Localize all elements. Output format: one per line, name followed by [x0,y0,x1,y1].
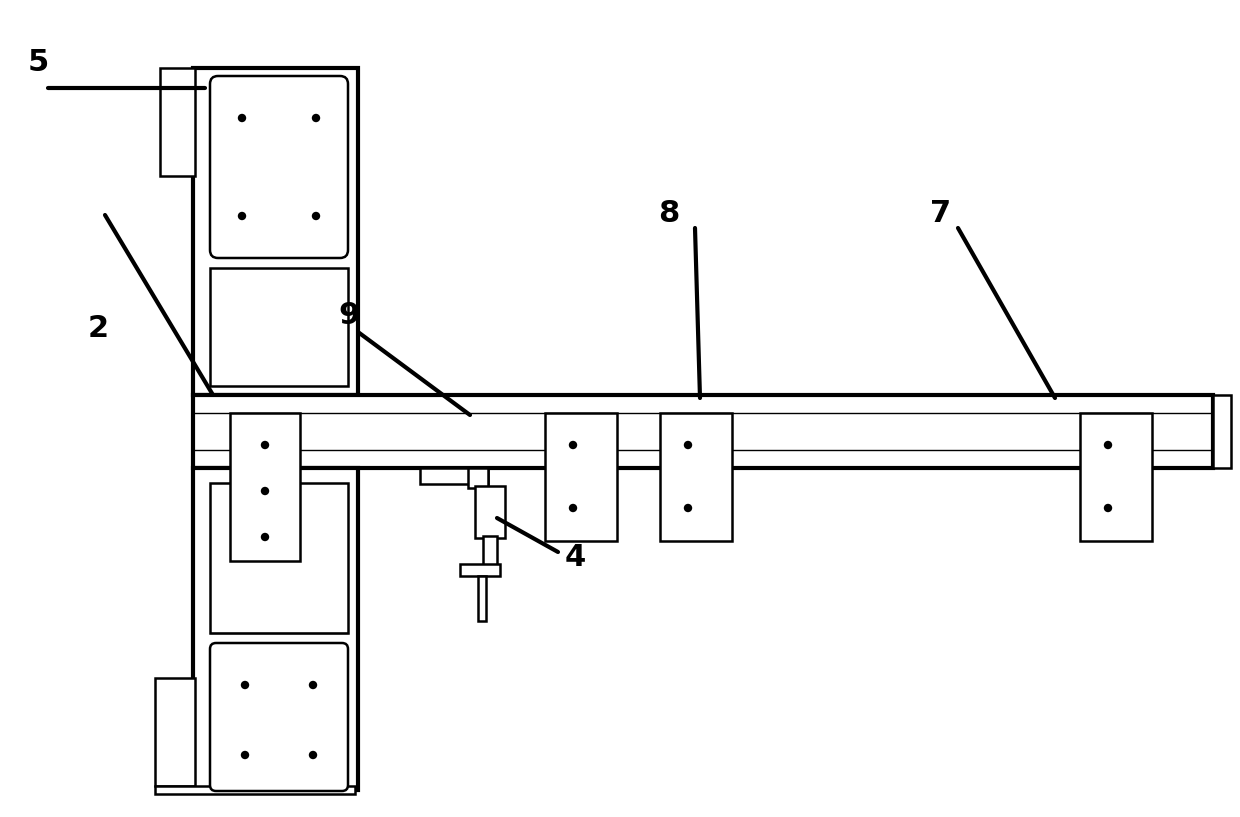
Text: 9: 9 [339,301,360,329]
Bar [1213,395,1231,468]
Bar [193,468,358,790]
Bar [193,395,1213,468]
Bar [160,68,195,176]
Circle shape [1105,505,1111,511]
Bar [546,413,618,541]
Circle shape [262,534,269,541]
Bar [475,486,505,538]
Bar [210,483,348,633]
Circle shape [238,114,246,122]
Circle shape [242,681,248,689]
Circle shape [310,681,316,689]
Circle shape [238,212,246,220]
Bar [1080,413,1152,541]
Bar [660,413,732,541]
Bar [477,576,486,621]
Text: 5: 5 [29,47,50,77]
Text: 4: 4 [565,543,587,573]
Text: 8: 8 [658,199,680,227]
FancyBboxPatch shape [210,643,348,791]
Bar [229,413,300,561]
Circle shape [684,441,692,449]
Text: 7: 7 [930,199,951,227]
Circle shape [242,752,248,758]
Circle shape [569,441,577,449]
Circle shape [312,212,320,220]
Circle shape [684,505,692,511]
Circle shape [310,752,316,758]
Bar [155,678,195,786]
Text: 2: 2 [88,314,109,342]
Bar [193,68,358,395]
FancyBboxPatch shape [210,76,348,258]
Circle shape [312,114,320,122]
Bar [155,786,355,794]
Circle shape [569,505,577,511]
Bar [210,268,348,386]
Bar [484,536,497,566]
Circle shape [262,488,269,494]
Circle shape [262,441,269,449]
Circle shape [1105,441,1111,449]
Bar [467,468,489,488]
Bar [420,468,489,484]
Bar [460,564,500,576]
